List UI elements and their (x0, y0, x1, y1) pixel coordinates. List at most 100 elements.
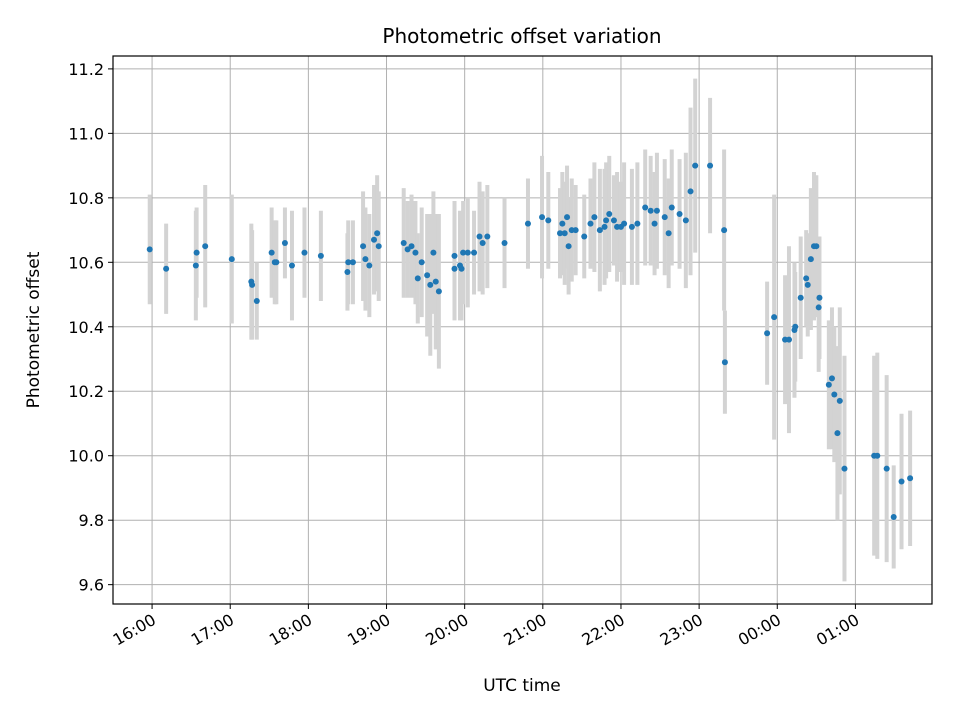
data-point (545, 217, 552, 224)
data-point (344, 268, 351, 275)
data-point (587, 220, 594, 227)
data-point (606, 210, 613, 217)
data-point (424, 272, 431, 279)
data-point (464, 249, 471, 256)
y-tick-label: 11.0 (68, 124, 104, 143)
data-point (634, 220, 641, 227)
data-point (676, 210, 683, 217)
axis-ticks: 16:00 17:00 18:00 19:00 20:00 21:00 22:00 23:00… (68, 60, 862, 650)
data-point (458, 265, 465, 272)
data-point (460, 249, 467, 256)
data-point (621, 220, 628, 227)
data-point (596, 227, 603, 234)
data-point (682, 217, 689, 224)
data-point (898, 478, 905, 485)
data-point (890, 513, 897, 520)
data-point (476, 233, 483, 240)
data-point (771, 314, 778, 321)
data-point (785, 336, 792, 343)
data-point (603, 217, 610, 224)
x-tick-label: 17:00 (188, 610, 237, 650)
data-point (451, 252, 458, 259)
data-point (572, 227, 579, 234)
data-point (253, 297, 260, 304)
y-tick-label: 10.0 (68, 447, 104, 466)
data-point (268, 249, 275, 256)
data-point (828, 375, 835, 382)
y-tick-label: 11.2 (68, 60, 104, 79)
x-tick-label: 21:00 (500, 610, 549, 650)
x-tick-label: 16:00 (110, 610, 159, 650)
data-point (601, 223, 608, 230)
data-point (427, 281, 434, 288)
y-tick-label: 9.8 (79, 511, 104, 530)
data-point (301, 249, 308, 256)
data-point (642, 204, 649, 211)
data-point (792, 323, 799, 330)
data-point (366, 262, 373, 269)
data-point (687, 188, 694, 195)
data-point (349, 259, 356, 266)
data-point (581, 233, 588, 240)
data-points (146, 162, 914, 520)
data-point (665, 230, 672, 237)
data-point (192, 262, 199, 269)
data-point (317, 252, 324, 259)
data-point (668, 204, 675, 211)
data-point (412, 249, 419, 256)
data-point (813, 243, 820, 250)
y-tick-label: 10.4 (68, 318, 104, 337)
data-point (628, 223, 635, 230)
x-tick-label: 18:00 (266, 610, 315, 650)
data-point (471, 249, 478, 256)
data-point (764, 330, 771, 337)
data-point (561, 230, 568, 237)
y-axis-title: Photometric offset (24, 251, 44, 408)
data-point (803, 275, 810, 282)
data-point (565, 243, 572, 250)
data-point (707, 162, 714, 169)
data-point (432, 278, 439, 285)
y-tick-label: 9.6 (79, 576, 104, 595)
data-point (883, 465, 890, 472)
y-tick-label: 10.2 (68, 382, 104, 401)
data-point (825, 381, 832, 388)
data-point (661, 214, 668, 221)
data-point (874, 452, 881, 459)
data-point (907, 475, 914, 482)
data-point (400, 239, 407, 246)
data-point (807, 256, 814, 263)
plot-frame (112, 55, 933, 605)
data-point (524, 220, 531, 227)
data-point (815, 304, 822, 311)
data-point (804, 281, 811, 288)
data-point (281, 239, 288, 246)
data-point (202, 243, 209, 250)
data-point (836, 397, 843, 404)
data-point (360, 243, 367, 250)
x-tick-label: 19:00 (344, 610, 393, 650)
data-point (692, 162, 699, 169)
data-point (841, 465, 848, 472)
data-point (831, 391, 838, 398)
data-point (371, 236, 378, 243)
data-point (539, 214, 546, 221)
data-point (451, 265, 458, 272)
x-tick-label: 01:00 (813, 610, 862, 650)
x-tick-label: 20:00 (422, 610, 471, 650)
data-point (375, 243, 382, 250)
data-point (564, 214, 571, 221)
data-point (163, 265, 170, 272)
data-point (647, 207, 654, 214)
chart-title: Photometric offset variation (382, 24, 661, 48)
x-axis-title: UTC time (483, 676, 561, 696)
y-tick-label: 10.6 (68, 253, 104, 272)
data-point (228, 256, 235, 263)
data-point (610, 217, 617, 224)
data-point (146, 246, 153, 253)
data-point (418, 259, 425, 266)
data-point (288, 262, 295, 269)
data-point (653, 207, 660, 214)
data-point (374, 230, 381, 237)
